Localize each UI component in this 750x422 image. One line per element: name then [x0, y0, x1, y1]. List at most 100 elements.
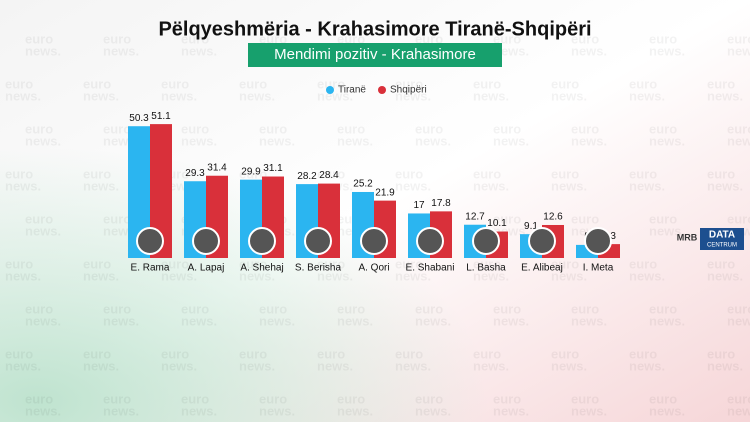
- x-tick-label: A. Shehaj: [240, 263, 283, 274]
- watermark: euro: [629, 76, 657, 91]
- watermark: euro: [493, 391, 521, 406]
- portrait: [360, 227, 388, 255]
- watermark: euro: [103, 391, 131, 406]
- watermark: news.: [571, 43, 607, 58]
- watermark: news.: [551, 88, 587, 103]
- watermark: euro: [649, 31, 677, 46]
- x-tick-label: E. Alibeaj: [521, 263, 563, 274]
- watermark: news.: [259, 133, 295, 148]
- watermark: news.: [395, 268, 431, 283]
- watermark: euro: [103, 31, 131, 46]
- watermark: news.: [317, 88, 353, 103]
- value-label: 10.1: [487, 218, 507, 229]
- watermark: euro: [5, 76, 33, 91]
- chart-title: Pëlqyeshmëria - Krahasimore Tiranë-Shqip…: [158, 18, 591, 40]
- value-label: 29.3: [185, 168, 205, 179]
- watermark: news.: [83, 88, 119, 103]
- watermark: news.: [629, 178, 665, 193]
- watermark: news.: [317, 358, 353, 373]
- watermark: euro: [317, 256, 345, 271]
- watermark: news.: [629, 358, 665, 373]
- watermark: euro: [395, 256, 423, 271]
- watermark: news.: [415, 313, 451, 328]
- watermark: euro: [83, 76, 111, 91]
- watermark: news.: [337, 313, 373, 328]
- watermark: news.: [181, 133, 217, 148]
- watermark: news.: [25, 133, 61, 148]
- watermark: euro: [395, 346, 423, 361]
- portrait: [472, 227, 500, 255]
- watermark: euro: [727, 121, 750, 136]
- legend-label: Tiranë: [338, 85, 366, 96]
- watermark: news.: [649, 133, 685, 148]
- watermark: euro: [571, 211, 599, 226]
- watermark: euro: [337, 301, 365, 316]
- watermark: euro: [25, 121, 53, 136]
- watermark: euro: [83, 166, 111, 181]
- watermark: news.: [493, 43, 529, 58]
- x-tick-label: A. Lapaj: [188, 263, 225, 274]
- portrait: [192, 227, 220, 255]
- watermark: news.: [239, 358, 275, 373]
- watermark: news.: [571, 313, 607, 328]
- watermark: euro: [5, 166, 33, 181]
- bar: [128, 126, 150, 259]
- watermark: news.: [103, 313, 139, 328]
- watermark: euro: [629, 166, 657, 181]
- legend-label: Shqipëri: [390, 85, 427, 96]
- watermark: euro: [571, 121, 599, 136]
- watermark: news.: [649, 223, 685, 238]
- watermark: euro: [5, 346, 33, 361]
- watermark: euro: [551, 256, 579, 271]
- bar: [150, 124, 172, 258]
- watermark: euro: [337, 121, 365, 136]
- legend-swatch: [326, 86, 334, 94]
- watermark: euro: [103, 301, 131, 316]
- watermark: news.: [5, 88, 41, 103]
- watermark: euro: [629, 256, 657, 271]
- watermark: news.: [25, 223, 61, 238]
- watermark: euro: [649, 301, 677, 316]
- watermark: news.: [551, 268, 587, 283]
- watermark: news.: [161, 268, 197, 283]
- watermark: euro: [239, 76, 267, 91]
- portrait: [304, 227, 332, 255]
- watermark: news.: [83, 358, 119, 373]
- watermark: news.: [649, 403, 685, 418]
- watermark: news.: [83, 268, 119, 283]
- watermark: news.: [259, 403, 295, 418]
- watermark: news.: [629, 88, 665, 103]
- value-label: 12.6: [543, 212, 563, 223]
- value-label: 12.7: [465, 211, 485, 222]
- watermark: euro: [25, 31, 53, 46]
- watermark: euro: [103, 121, 131, 136]
- watermark: news.: [707, 178, 743, 193]
- watermark: news.: [395, 88, 431, 103]
- watermark: euro: [493, 121, 521, 136]
- watermark: euro: [493, 211, 521, 226]
- value-label: 31.1: [263, 163, 283, 174]
- watermark: euro: [317, 346, 345, 361]
- watermark: euro: [473, 76, 501, 91]
- watermark: news.: [727, 313, 750, 328]
- subtitle-box: [248, 43, 502, 67]
- watermark: euro: [551, 76, 579, 91]
- portrait: [584, 227, 612, 255]
- value-label: 21.9: [375, 187, 395, 198]
- watermark: euro: [493, 301, 521, 316]
- logo-text: MRB: [677, 232, 698, 242]
- x-tick-label: I. Meta: [583, 263, 614, 274]
- watermark: euro: [551, 346, 579, 361]
- watermark: news.: [103, 43, 139, 58]
- watermark: news.: [551, 178, 587, 193]
- portrait: [136, 227, 164, 255]
- legend-swatch: [378, 86, 386, 94]
- watermark: news.: [83, 178, 119, 193]
- value-label: 29.9: [241, 166, 261, 177]
- watermark: news.: [727, 403, 750, 418]
- logo-text: DATA: [709, 230, 735, 241]
- watermark: euro: [259, 31, 287, 46]
- watermark: news.: [395, 178, 431, 193]
- portrait: [248, 227, 276, 255]
